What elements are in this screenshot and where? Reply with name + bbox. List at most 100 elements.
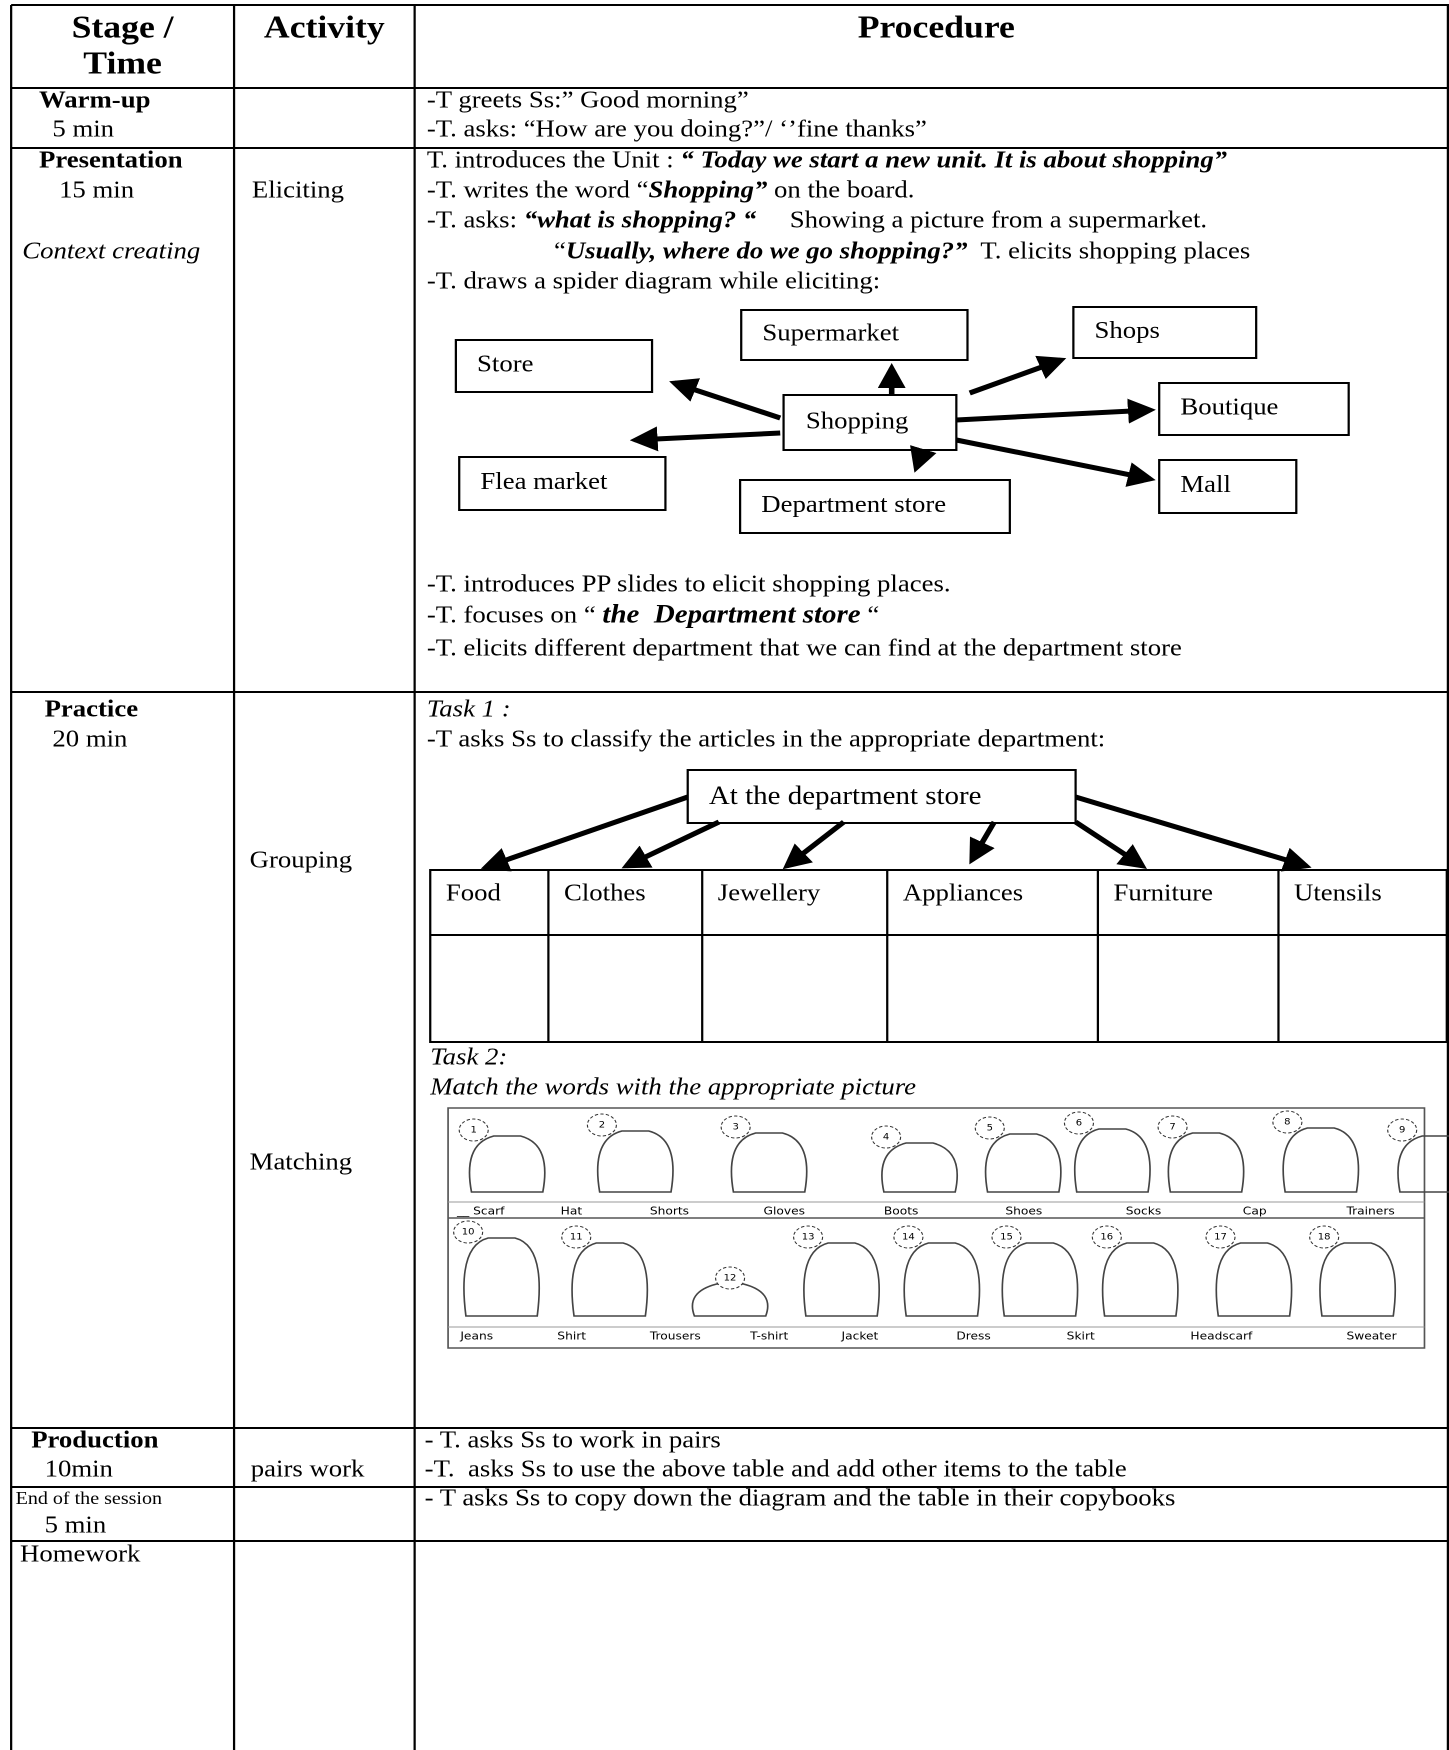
clothing-drawing: [596, 1130, 674, 1193]
number-circle: [715, 1266, 746, 1290]
node-box: [740, 309, 969, 361]
word-caption: Cap: [1243, 1204, 1267, 1217]
word-caption: __ Scarf: [456, 1204, 505, 1217]
procedure-line: -T. asks Ss to use the above table and a…: [425, 1456, 1127, 1482]
department-table: Food Clothes Jewellery Appliances Furniture U…: [429, 869, 1448, 1043]
emphasis: “what is shopping? “: [524, 207, 757, 233]
number-circle: [720, 1115, 751, 1139]
stage: Warm-up: [39, 87, 150, 113]
word-caption: Socks: [1126, 1204, 1161, 1217]
number-circle: [453, 1220, 484, 1244]
picture-number: 12: [724, 1273, 737, 1283]
header-stage: Stage /: [72, 10, 175, 45]
node-box: [1158, 382, 1350, 436]
root-box: [686, 769, 1077, 824]
activity: Grouping: [250, 847, 353, 873]
picture-number: 6: [1076, 1118, 1082, 1128]
number-circle: [974, 1116, 1005, 1140]
number-circle: [1272, 1110, 1303, 1134]
word-caption: Shirt: [557, 1329, 586, 1342]
header-procedure: Procedure: [858, 10, 1015, 45]
department-arrows: [480, 794, 1312, 872]
procedure-line: -T. draws a spider diagram while eliciti…: [427, 268, 880, 294]
procedure-line: “Usually, where do we go shopping?” T. e…: [554, 238, 1250, 264]
picture-number: 5: [987, 1123, 993, 1133]
word-caption: Shorts: [650, 1204, 689, 1217]
picture-number: 7: [1169, 1122, 1175, 1132]
picture-number: 4: [883, 1132, 889, 1142]
clothing-drawing: [1001, 1242, 1079, 1317]
clothing-drawing: [984, 1133, 1062, 1193]
time: 15 min: [59, 177, 134, 203]
node-label: Shops: [1095, 317, 1160, 343]
node-box: [454, 339, 654, 393]
procedure-line: - T asks Ss to copy down the diagram and…: [425, 1485, 1176, 1511]
number-circle: [893, 1225, 924, 1249]
emphasis: Usually, where do we go shopping?”: [566, 238, 968, 264]
node-box: [1072, 306, 1258, 359]
node-label: Boutique: [1180, 394, 1278, 420]
number-circle: [458, 1118, 489, 1142]
time: 10min: [45, 1456, 114, 1482]
time: 20 min: [52, 726, 127, 752]
procedure-line: -T. introduces PP slides to elicit shopp…: [427, 571, 951, 597]
text: Showing a picture from a supermarket.: [756, 207, 1207, 233]
text: -T. focuses on “: [427, 602, 603, 628]
picture-number: 1: [471, 1125, 477, 1135]
clothing-drawing: [1319, 1242, 1397, 1317]
word-caption: Hat: [561, 1204, 583, 1217]
text: T. introduces the Unit :: [427, 147, 681, 173]
picture-number: 16: [1100, 1232, 1113, 1242]
number-circle: [561, 1225, 592, 1249]
department-label: Furniture: [1114, 880, 1214, 906]
text: -T. asks:: [427, 207, 524, 233]
picture-number: 2: [599, 1120, 605, 1130]
stage: Production: [31, 1427, 158, 1453]
stage: Practice: [45, 696, 139, 722]
spider-diagram: Shopping Supermarket Shops Store Boutique Fl…: [454, 306, 1350, 534]
stage: Presentation: [39, 147, 183, 173]
node-label: Shopping: [806, 408, 909, 434]
number-circle: [871, 1125, 902, 1149]
node-label: Supermarket: [762, 320, 899, 346]
procedure-line: -T greets Ss:” Good morning”: [427, 87, 749, 113]
picture-number: 15: [1000, 1232, 1013, 1242]
node-label: Mall: [1180, 471, 1231, 497]
department-label: Food: [446, 880, 501, 906]
procedure-line: -T. asks: “what is shopping? “ Showing a…: [427, 207, 1207, 233]
picture-number: 9: [1399, 1125, 1405, 1135]
number-circle: [1387, 1118, 1418, 1142]
stage-note: Context creating: [22, 238, 200, 264]
word-caption: Sweater: [1346, 1329, 1396, 1342]
node-box: [738, 479, 1011, 534]
word-caption: Trainers: [1345, 1204, 1394, 1217]
clothing-drawing: [571, 1242, 649, 1317]
picture-number: 14: [902, 1232, 915, 1242]
picture-number: 13: [802, 1232, 815, 1242]
task-instruction: Match the words with the appropriate pic…: [429, 1074, 916, 1100]
word-caption: Boots: [884, 1204, 919, 1217]
word-caption: Jeans: [459, 1329, 493, 1342]
word-caption: Gloves: [764, 1204, 806, 1217]
word-caption: Dress: [956, 1329, 990, 1342]
department-label: Appliances: [903, 880, 1023, 906]
procedure-line: -T. writes the word “Shopping” on the bo…: [427, 177, 915, 203]
clothing-drawing: [1101, 1242, 1179, 1317]
clothing-drawing: [903, 1242, 981, 1317]
text: T. elicits shopping places: [968, 238, 1251, 264]
table-grid: [10, 4, 1449, 1750]
word-caption: Shoes: [1005, 1204, 1042, 1217]
activity: Matching: [250, 1149, 353, 1175]
picture-number: 10: [462, 1227, 475, 1237]
number-circle: [1309, 1225, 1340, 1249]
header-time: Time: [83, 46, 162, 81]
clothing-drawing: [881, 1142, 959, 1193]
stage: Homework: [20, 1541, 141, 1567]
clothing-drawing: [1397, 1135, 1449, 1193]
node-box: [782, 394, 958, 451]
text: -T. writes the word “: [427, 177, 649, 203]
word-caption: Jacket: [840, 1329, 878, 1342]
task-title: Task 2:: [430, 1044, 507, 1070]
